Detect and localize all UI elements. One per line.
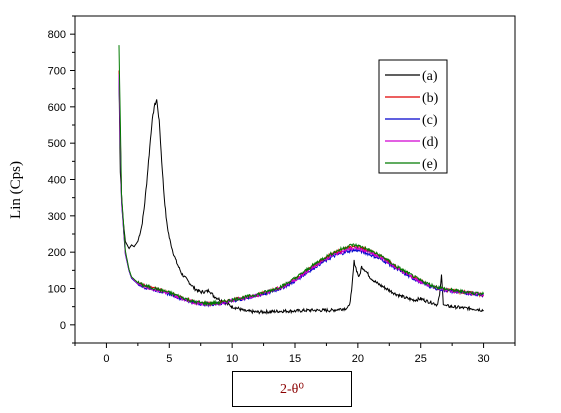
x-tick-label: 15: [289, 353, 301, 365]
legend-label: (d): [422, 135, 439, 150]
legend-label: (b): [422, 91, 439, 106]
y-tick-label: 500: [48, 138, 66, 150]
x-axis: 0 5 10 15 20 25 30: [74, 343, 516, 365]
y-tick-label: 400: [48, 175, 66, 187]
legend-box: [378, 59, 448, 174]
y-tick-label: 0: [60, 320, 66, 332]
x-axis-label-box: 2-θ⁰: [232, 371, 352, 407]
legend: (a) (b) (c) (d) (e): [378, 59, 448, 174]
plot-frame: [74, 15, 516, 344]
legend-label: (c): [422, 113, 438, 128]
series-layer: [118, 45, 485, 315]
series-line-c: [118, 77, 484, 308]
x-tick-label: 10: [226, 353, 238, 365]
legend-label: (e): [422, 157, 438, 172]
plot-border: [74, 15, 516, 344]
x-tick-label: 0: [103, 353, 109, 365]
y-tick-label: 700: [48, 66, 66, 78]
series-line-e: [118, 45, 485, 307]
y-axis-label: Lin (Cps): [8, 161, 24, 219]
x-axis-label: 2-θ⁰: [280, 381, 304, 397]
x-tick-label: 20: [352, 353, 364, 365]
x-tick-label: 30: [477, 353, 489, 365]
y-tick-label: 800: [48, 29, 66, 41]
y-tick-label: 200: [48, 247, 66, 259]
x-tick-label: 25: [415, 353, 427, 365]
series-line-a: [118, 74, 484, 315]
x-tick-label: 5: [166, 353, 172, 365]
legend-label: (a): [422, 69, 438, 84]
y-axis: 0 100 200 300 400 500 600 700 800: [48, 15, 75, 344]
y-tick-label: 600: [48, 102, 66, 114]
y-tick-label: 300: [48, 211, 66, 223]
y-tick-label: 100: [48, 284, 66, 296]
